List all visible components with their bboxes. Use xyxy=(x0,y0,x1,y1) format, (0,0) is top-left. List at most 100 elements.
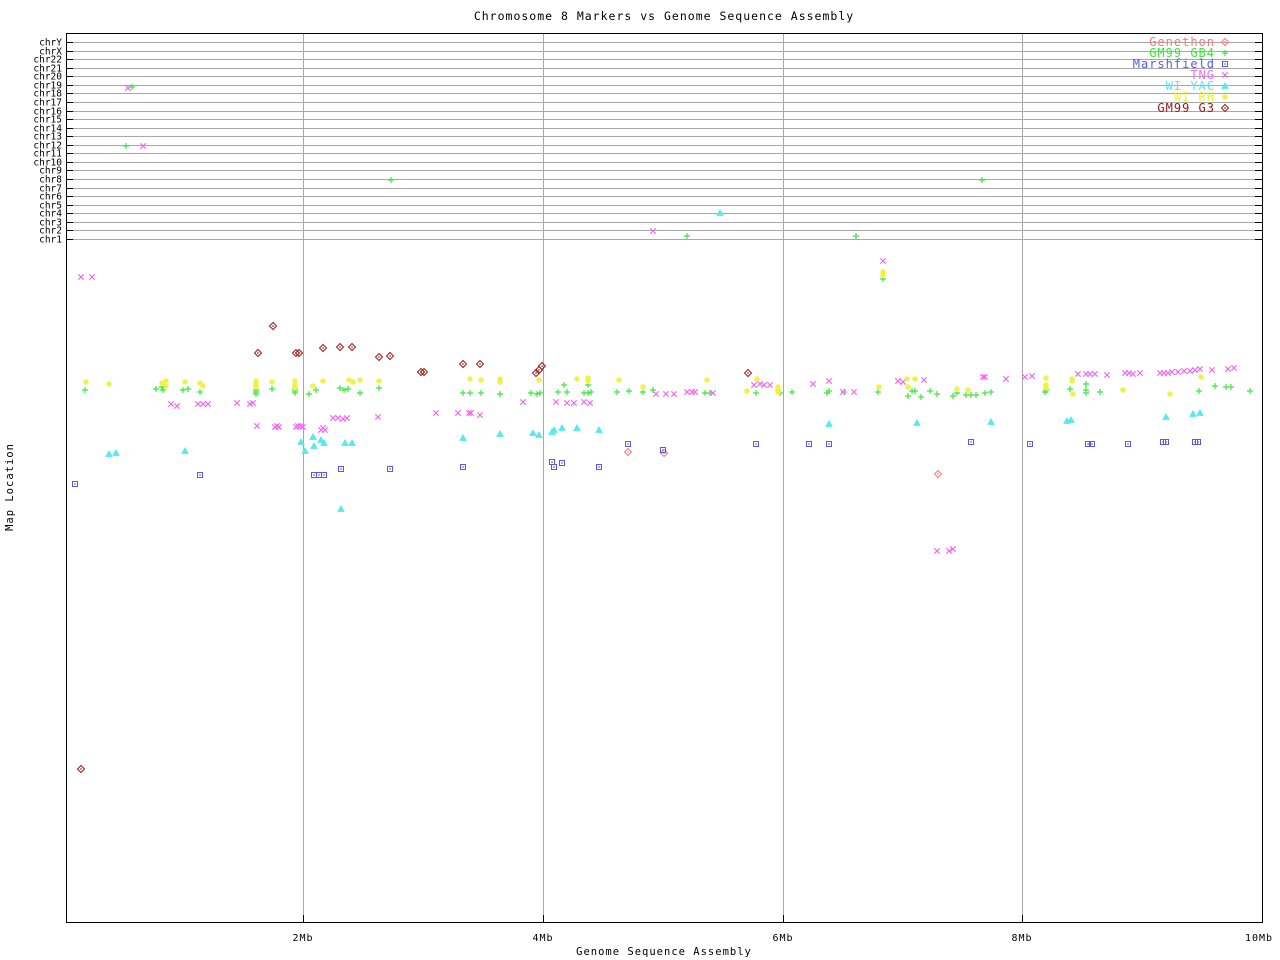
x-tick-label-10Mb: 10Mb xyxy=(1245,933,1273,944)
marker-asterisk xyxy=(497,379,503,385)
marker-asterisk xyxy=(574,376,580,382)
marker-cross xyxy=(945,547,953,555)
marker-square-dot xyxy=(551,464,557,470)
chromosome-label-chr9: chr9 xyxy=(39,166,62,177)
chromosome-label-chr13: chr13 xyxy=(33,132,62,143)
marker-diamond-dot xyxy=(347,342,357,352)
marker-plus xyxy=(185,386,191,392)
marker-asterisk xyxy=(954,386,960,392)
marker-plus xyxy=(588,389,594,395)
marker-diamond-dot xyxy=(933,469,943,479)
marker-cross xyxy=(1168,368,1176,376)
marker-diamond-dot xyxy=(743,368,753,378)
marker-cross xyxy=(1074,370,1082,378)
marker-diamond-dot xyxy=(419,367,429,377)
marker-asterisk xyxy=(904,376,910,382)
marker-asterisk xyxy=(83,379,89,385)
marker-asterisk xyxy=(616,377,622,383)
marker-cross xyxy=(1224,365,1232,373)
marker-asterisk xyxy=(744,388,750,394)
legend-entry-genethon: Genethon xyxy=(1149,35,1230,49)
marker-asterisk xyxy=(912,376,918,382)
marker-cross xyxy=(850,388,858,396)
x-tick-label-6Mb: 6Mb xyxy=(772,933,793,944)
marker-plus xyxy=(979,177,985,183)
marker-square-dot xyxy=(625,441,631,447)
marker-diamond-dot xyxy=(253,348,263,358)
marker-triangle xyxy=(309,432,317,440)
marker-cross xyxy=(750,381,758,389)
chromosome-label-chr11: chr11 xyxy=(33,149,62,160)
marker-cross xyxy=(167,400,175,408)
marker-diamond-dot xyxy=(531,368,541,378)
marker-triangle xyxy=(987,417,995,425)
marker-diamond-dot xyxy=(537,361,547,371)
chromosome-label-chr20: chr20 xyxy=(33,72,62,83)
marker-cross xyxy=(173,402,181,410)
marker-triangle xyxy=(529,428,537,436)
chromosome-label-chr2: chr2 xyxy=(39,226,62,237)
marker-cross xyxy=(652,390,660,398)
marker-diamond-dot xyxy=(318,343,328,353)
marker-cross xyxy=(1021,373,1029,381)
marker-cross xyxy=(949,545,957,553)
marker-triangle xyxy=(297,437,305,445)
marker-plus xyxy=(357,390,363,396)
marker-cross xyxy=(1091,370,1099,378)
marker-cross xyxy=(204,400,212,408)
marker-triangle xyxy=(310,441,318,449)
marker-asterisk xyxy=(350,379,356,385)
legend-label: GM99 GB4 xyxy=(1149,46,1215,60)
marker-cross xyxy=(760,381,768,389)
legend-entry-wi-rh: WI RH xyxy=(1174,90,1228,104)
marker-asterisk xyxy=(1167,391,1173,397)
marker-square-dot xyxy=(596,464,602,470)
marker-square-dot xyxy=(1027,441,1033,447)
marker-asterisk xyxy=(310,383,316,389)
tick-labels: chrYchrXchr22chr21chr20chr19chr18chr17ch… xyxy=(33,38,1273,945)
chromosome-label-chr16: chr16 xyxy=(33,107,62,118)
gridlines xyxy=(67,34,1255,921)
marker-asterisk xyxy=(106,381,112,387)
marker-cross xyxy=(299,423,307,431)
marker-plus xyxy=(561,382,567,388)
marker-diamond-dot xyxy=(294,348,304,358)
marker-cross xyxy=(343,414,351,422)
marker-cross xyxy=(432,409,440,417)
marker-asterisk xyxy=(1198,374,1204,380)
chromosome-label-chr7: chr7 xyxy=(39,184,62,195)
marker-asterisk xyxy=(1043,385,1049,391)
marker-triangle xyxy=(341,438,349,446)
marker-asterisk xyxy=(965,387,971,393)
marker-plus xyxy=(1247,388,1253,394)
axes xyxy=(66,33,1263,923)
chromosome-label-chr5: chr5 xyxy=(39,201,62,212)
marker-asterisk xyxy=(754,376,760,382)
marker-plus xyxy=(197,389,203,395)
marker-cross xyxy=(552,398,560,406)
marker-asterisk xyxy=(585,378,591,384)
marker-square-dot xyxy=(311,472,317,478)
marker-asterisk xyxy=(197,380,203,386)
marker-plus xyxy=(988,389,994,395)
marker-asterisk xyxy=(775,389,781,395)
marker-plus xyxy=(160,387,166,393)
marker-diamond-dot xyxy=(475,359,485,369)
marker-asterisk xyxy=(467,376,473,382)
marker-square-dot xyxy=(1089,441,1095,447)
marker-plus xyxy=(1196,388,1202,394)
marker-diamond-dot xyxy=(623,447,633,457)
marker-cross xyxy=(199,400,207,408)
marker-cross xyxy=(88,273,96,281)
chromosome-label-chr6: chr6 xyxy=(39,192,62,203)
marker-cross xyxy=(1103,371,1111,379)
marker-asterisk xyxy=(292,385,298,391)
marker-plus xyxy=(253,391,259,397)
marker-cross xyxy=(580,398,588,406)
marker-cross xyxy=(1129,370,1137,378)
marker-triangle xyxy=(595,425,603,433)
legend-label: TNG xyxy=(1190,68,1215,82)
series-wi-rh xyxy=(83,269,1204,397)
marker-plus xyxy=(934,391,940,397)
marker-asterisk xyxy=(1222,94,1228,100)
